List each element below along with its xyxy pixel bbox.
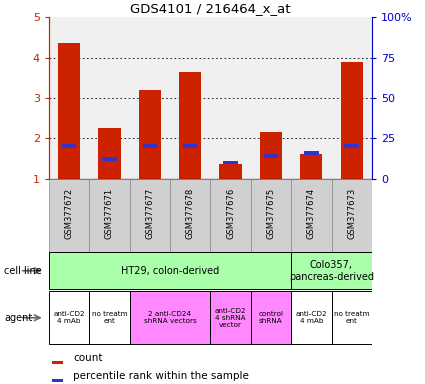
Bar [251,179,291,252]
Text: GSM377678: GSM377678 [186,188,195,239]
Bar [345,144,359,148]
Bar [210,291,251,344]
Bar [49,179,89,252]
Text: GSM377671: GSM377671 [105,188,114,239]
Bar [264,154,278,158]
Bar [62,144,76,148]
Text: agent: agent [4,313,32,323]
Bar [219,164,242,179]
Bar [89,291,130,344]
Bar [98,128,121,179]
Text: GSM377672: GSM377672 [65,188,74,239]
Bar [251,291,291,344]
Bar [52,361,63,364]
Text: anti-CD2
4 mAb: anti-CD2 4 mAb [53,311,85,324]
Text: HT29, colon-derived: HT29, colon-derived [121,266,219,276]
Text: 2 anti-CD24
shRNA vectors: 2 anti-CD24 shRNA vectors [144,311,196,324]
Text: no treatm
ent: no treatm ent [334,311,369,324]
Text: Colo357,
pancreas-derived: Colo357, pancreas-derived [289,260,374,281]
Bar [332,179,372,252]
Text: percentile rank within the sample: percentile rank within the sample [73,371,249,381]
Bar [260,132,282,179]
Bar [143,144,157,148]
Bar [102,157,116,161]
Bar [210,179,251,252]
Bar [170,179,210,252]
Bar [130,291,210,344]
Bar [340,62,363,179]
Bar [58,43,80,179]
Text: no treatm
ent: no treatm ent [92,311,127,324]
Text: GSM377675: GSM377675 [266,188,275,239]
Title: GDS4101 / 216464_x_at: GDS4101 / 216464_x_at [130,2,291,15]
Bar [49,291,89,344]
Bar [89,179,130,252]
Bar [183,144,197,148]
Text: cell line: cell line [4,266,42,276]
Bar [332,291,372,344]
Bar [130,179,170,252]
Bar [291,252,372,289]
Bar [52,379,63,382]
Bar [291,291,332,344]
Bar [139,90,161,179]
Text: anti-CD2
4 shRNA
vector: anti-CD2 4 shRNA vector [215,308,246,328]
Text: anti-CD2
4 mAb: anti-CD2 4 mAb [295,311,327,324]
Text: GSM377677: GSM377677 [145,188,154,239]
Bar [179,72,201,179]
Bar [291,179,332,252]
Bar [300,154,323,179]
Bar [304,151,318,155]
Bar [224,161,238,164]
Text: GSM377673: GSM377673 [347,188,356,239]
Text: GSM377674: GSM377674 [307,188,316,239]
Text: GSM377676: GSM377676 [226,188,235,239]
Text: count: count [73,353,102,363]
Bar [49,252,291,289]
Text: control
shRNA: control shRNA [258,311,283,324]
